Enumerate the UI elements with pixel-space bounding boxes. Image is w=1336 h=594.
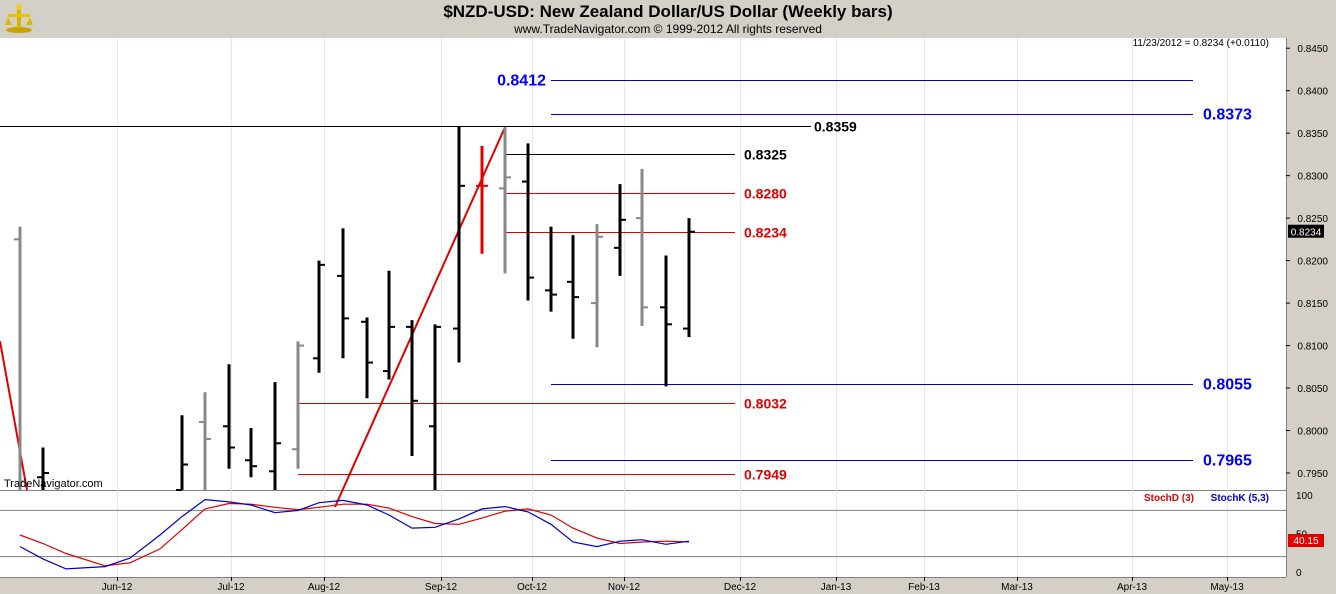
x-tick-label: Oct-12 xyxy=(517,582,547,593)
stochastic-panel xyxy=(0,491,1286,577)
x-tick-label: Dec-12 xyxy=(724,582,757,593)
x-tick-label: Sep-12 xyxy=(425,582,458,593)
price-axis: 0.8450 0.8400 0.8350 0.8300 0.8250 0.8200 0.81… xyxy=(1286,44,1328,480)
month-grid xyxy=(117,38,1228,577)
chart-header: $NZD-USD: New Zealand Dollar/US Dollar (… xyxy=(0,0,1336,38)
y-tick-label: 0.8100 xyxy=(1297,342,1328,353)
x-tick-label: Jun-12 xyxy=(102,582,133,593)
level-label: 0.8412 xyxy=(497,73,546,90)
level-label: 0.8280 xyxy=(744,186,787,202)
ohlc-bars xyxy=(14,126,695,491)
level-lines: 0.8412 0.8373 0.8359 0.8325 0.8280 0.8234 0.80… xyxy=(0,73,1252,483)
last-price-tag: 0.8234 xyxy=(1288,224,1324,239)
x-tick-label: Jan-13 xyxy=(821,582,852,593)
chart-title: $NZD-USD: New Zealand Dollar/US Dollar (… xyxy=(443,2,893,21)
level-label: 0.7949 xyxy=(744,467,787,483)
x-tick-label: Apr-13 xyxy=(1117,582,1147,593)
y-tick-label: 0.8400 xyxy=(1297,87,1328,98)
y-tick-label: 0.8450 xyxy=(1297,44,1328,55)
y-tick-label: 0.8350 xyxy=(1297,129,1328,140)
x-tick-label: Feb-13 xyxy=(908,582,940,593)
x-tick-label: Jul-12 xyxy=(217,582,245,593)
trend-line xyxy=(0,341,28,491)
y-tick-label: 0.8300 xyxy=(1297,172,1328,183)
x-tick-label: Mar-13 xyxy=(1001,582,1033,593)
copyright-text: www.TradeNavigator.com © 1999-2012 All r… xyxy=(514,22,822,36)
y-tick-label: 0.8050 xyxy=(1297,384,1328,395)
stoch-d-legend: StochD (3) xyxy=(1144,493,1194,504)
stochastic-last-value: 40.15 xyxy=(1293,536,1318,547)
level-label: 0.8055 xyxy=(1203,377,1252,394)
date-axis: Jun-12 Jul-12 Aug-12 Sep-12 Oct-12 Nov-12 Dec-… xyxy=(102,577,1244,593)
level-label: 0.8234 xyxy=(744,225,787,241)
trend-lines xyxy=(0,126,506,508)
stoch-d-line xyxy=(19,502,690,567)
y-tick-label: 0.8150 xyxy=(1297,299,1328,310)
x-tick-label: May-13 xyxy=(1210,582,1244,593)
trade-navigator-logo-icon xyxy=(5,4,33,33)
price-axis-panel xyxy=(1286,38,1336,490)
watermark-text: TradeNavigator.com xyxy=(4,478,103,490)
y-tick-label: 0.8200 xyxy=(1297,257,1328,268)
y-tick-label: 0.8250 xyxy=(1297,214,1328,225)
x-tick-label: Nov-12 xyxy=(608,582,641,593)
level-label: 0.8032 xyxy=(744,396,787,412)
stochastic-last-tag: 40.15 xyxy=(1288,534,1324,547)
y-tick-label: 0.8000 xyxy=(1297,427,1328,438)
trend-line xyxy=(334,126,506,508)
stochastic-lines xyxy=(0,498,1286,570)
stochastic-tick-label: 0 xyxy=(1296,568,1302,579)
level-label: 0.8373 xyxy=(1203,107,1252,124)
last-quote-text: 11/23/2012 = 0.8234 (+0.0110) xyxy=(1133,38,1269,49)
last-price-label: 0.8234 xyxy=(1291,228,1322,239)
y-tick-label: 0.7950 xyxy=(1297,469,1328,480)
level-label: 0.7965 xyxy=(1203,453,1252,470)
stoch-k-line xyxy=(19,498,690,570)
stoch-k-legend: StochK (5,3) xyxy=(1211,493,1269,504)
x-tick-label: Aug-12 xyxy=(308,582,341,593)
level-label: 0.8325 xyxy=(744,147,787,163)
level-label: 0.8359 xyxy=(814,119,857,135)
stochastic-tick-label: 100 xyxy=(1296,491,1313,502)
